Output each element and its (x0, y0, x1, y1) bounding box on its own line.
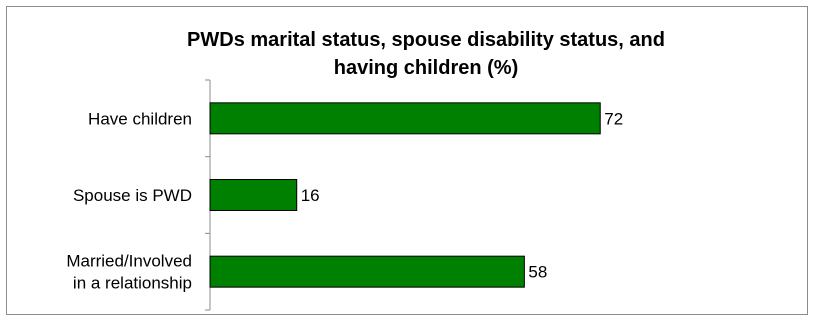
data-labels: 72 16 58 (301, 109, 623, 281)
chart-frame: PWDs marital status, spouse disability s… (6, 6, 808, 315)
category-axis (205, 79, 211, 311)
bar (209, 255, 525, 288)
data-label: 58 (528, 263, 547, 282)
chart-title-line-1: PWDs marital status, spouse disability s… (187, 29, 665, 51)
bar (209, 102, 601, 135)
data-label: 72 (604, 109, 623, 128)
chart-title-line-2: having children (%) (334, 57, 518, 79)
bars (209, 102, 601, 288)
chart-title: PWDs marital status, spouse disability s… (187, 29, 665, 79)
bar-chart: PWDs marital status, spouse disability s… (66, 29, 665, 311)
category-labels: Have children Spouse is PWD Married/Involv… (66, 109, 192, 292)
category-label: Spouse is PWD (73, 186, 192, 205)
bar (209, 179, 298, 211)
data-label: 16 (301, 186, 320, 205)
category-label: Have children (88, 109, 192, 128)
category-label: Married/Involved (66, 252, 192, 271)
category-label: in a relationship (73, 274, 192, 293)
